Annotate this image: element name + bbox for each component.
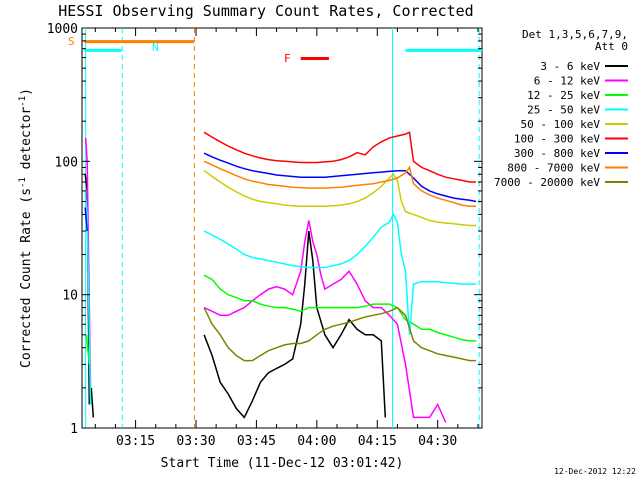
legend-label: 300 - 800 keV [514, 147, 600, 160]
legend: Det 1,3,5,6,7,9, Att 0 3 - 6 keV 6 - 12 k… [494, 28, 628, 189]
x-tick-label: 03:45 [237, 434, 276, 449]
legend-label: 7000 - 20000 keV [494, 176, 600, 189]
series-line-6 [203, 152, 477, 203]
mode-boundary-lines [85, 28, 480, 428]
y-axis-label-end: ) [19, 88, 34, 96]
x-tick-label: 03:15 [116, 434, 155, 449]
series-line-0 [203, 230, 387, 419]
y-tick-label: 1000 [47, 22, 78, 37]
series-line-3 [203, 212, 476, 335]
legend-label: 25 - 50 keV [527, 104, 600, 117]
legend-label: 100 - 300 keV [514, 133, 600, 146]
legend-label: 50 - 100 keV [521, 118, 601, 131]
series-line-0 [90, 387, 95, 418]
x-axis: 03:15 03:30 03:45 04:00 04:15 04:30 [94, 28, 479, 449]
flag-label-s: S [68, 35, 75, 48]
legend-label: 12 - 25 keV [527, 89, 600, 102]
legend-header-2: Att 0 [595, 40, 628, 53]
series-line-8 [203, 306, 476, 362]
legend-label: 6 - 12 keV [534, 75, 601, 88]
series-lines [84, 131, 477, 423]
series-line-2 [85, 334, 91, 365]
flag-label-n: N [152, 41, 159, 54]
flag-label-f: F [284, 52, 291, 65]
y-axis: 1 10 100 1000 [47, 22, 482, 437]
legend-header-1: Det 1,3,5,6,7,9, [522, 28, 628, 41]
y-axis-label-sup1: -1 [18, 177, 28, 188]
y-axis-label: Corrected Count Rate (s-1 detector-1) [18, 88, 34, 368]
chart-title: HESSI Observing Summary Count Rates, Cor… [58, 2, 473, 20]
legend-label: 800 - 7000 keV [507, 162, 600, 175]
y-tick-label: 1 [70, 422, 78, 437]
series-line-7 [203, 160, 476, 208]
x-tick-label: 03:30 [176, 434, 215, 449]
y-axis-label-sup2: -1 [18, 96, 28, 107]
y-tick-label: 10 [62, 289, 78, 304]
legend-label: 3 - 6 keV [540, 60, 600, 73]
series-line-3 [84, 190, 92, 405]
x-tick-label: 04:15 [358, 434, 397, 449]
y-tick-label: 100 [55, 155, 78, 170]
y-axis-label-mid: detector [19, 107, 34, 178]
series-line-1 [203, 220, 447, 423]
series-line-5 [203, 131, 476, 183]
x-tick-label: 04:30 [418, 434, 457, 449]
series-line-2 [203, 274, 476, 342]
x-axis-label: Start Time (11-Dec-12 03:01:42) [161, 456, 404, 471]
x-tick-label: 04:00 [297, 434, 336, 449]
series-line-4 [203, 170, 476, 227]
state-flags: S N F [68, 35, 482, 65]
footer-date: 12-Dec-2012 12:22 [554, 467, 636, 476]
y-axis-label-main: Corrected Count Rate (s [19, 188, 34, 368]
series-line-6 [84, 207, 88, 232]
plot-frame [81, 27, 483, 429]
